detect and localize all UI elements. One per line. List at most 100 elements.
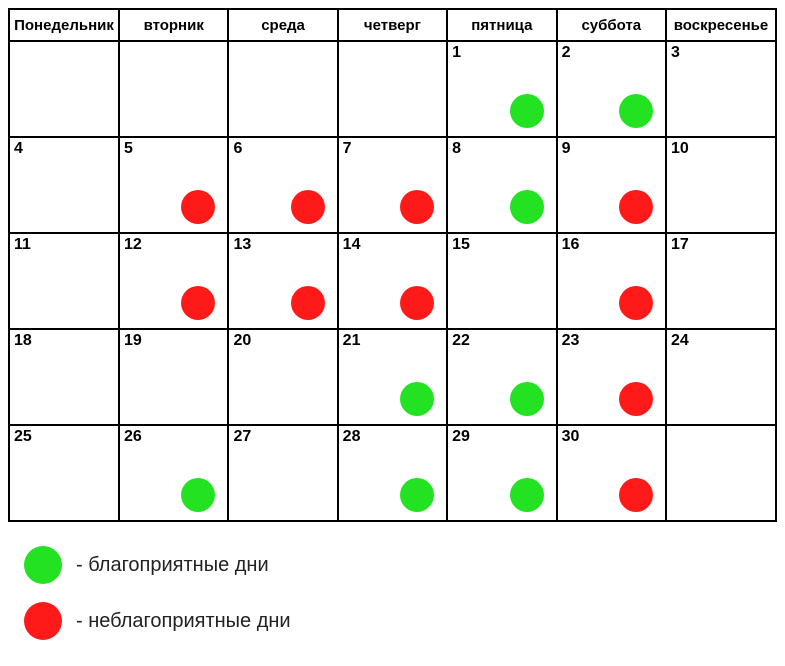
calendar-cell (338, 41, 447, 137)
calendar-cell: 14 (338, 233, 447, 329)
calendar-cell: 28 (338, 425, 447, 521)
calendar-cell: 11 (9, 233, 119, 329)
calendar-cell (666, 425, 776, 521)
weekday-header: четверг (338, 9, 447, 41)
day-number: 26 (124, 428, 142, 446)
good-day-dot (510, 94, 544, 128)
bad-day-dot (619, 286, 653, 320)
calendar-cell: 30 (557, 425, 666, 521)
calendar-table: Понедельник вторник среда четверг пятниц… (8, 8, 777, 522)
calendar-week-row: 18 19 20 21 22 23 24 (9, 329, 776, 425)
day-number: 15 (452, 236, 470, 254)
bad-day-dot (181, 286, 215, 320)
calendar-cell (119, 41, 228, 137)
day-number: 23 (562, 332, 580, 350)
calendar-body: 1234567891011121314151617181920212223242… (9, 41, 776, 521)
calendar-cell: 21 (338, 329, 447, 425)
weekday-header: Понедельник (9, 9, 119, 41)
calendar-week-row: 25 26 27 28 29 30 (9, 425, 776, 521)
calendar-header-row: Понедельник вторник среда четверг пятниц… (9, 9, 776, 41)
day-number: 16 (562, 236, 580, 254)
day-number: 3 (671, 44, 680, 62)
day-number: 30 (562, 428, 580, 446)
legend-item-good: - благоприятные дни (24, 546, 777, 584)
day-number: 22 (452, 332, 470, 350)
calendar-cell: 27 (228, 425, 337, 521)
day-number: 1 (452, 44, 461, 62)
calendar-cell: 9 (557, 137, 666, 233)
calendar-cell: 8 (447, 137, 556, 233)
calendar-cell: 26 (119, 425, 228, 521)
calendar-week-row: 4 5 6 7 8 9 10 (9, 137, 776, 233)
calendar-cell: 25 (9, 425, 119, 521)
bad-day-dot (619, 382, 653, 416)
day-number: 20 (233, 332, 251, 350)
weekday-header: пятница (447, 9, 556, 41)
day-number: 18 (14, 332, 32, 350)
calendar-cell (228, 41, 337, 137)
day-number: 12 (124, 236, 142, 254)
calendar-cell: 20 (228, 329, 337, 425)
day-number: 5 (124, 140, 133, 158)
calendar-cell: 15 (447, 233, 556, 329)
day-number: 24 (671, 332, 689, 350)
bad-day-dot (619, 478, 653, 512)
good-day-dot (510, 382, 544, 416)
calendar-cell: 16 (557, 233, 666, 329)
bad-day-dot (291, 286, 325, 320)
bad-day-dot (400, 190, 434, 224)
calendar-cell: 19 (119, 329, 228, 425)
good-day-dot (181, 478, 215, 512)
good-day-dot (400, 478, 434, 512)
good-day-dot (510, 478, 544, 512)
good-day-dot (400, 382, 434, 416)
calendar-cell: 22 (447, 329, 556, 425)
calendar-cell: 3 (666, 41, 776, 137)
day-number: 7 (343, 140, 352, 158)
calendar-week-row: 11 12 13 14 15 16 17 (9, 233, 776, 329)
day-number: 8 (452, 140, 461, 158)
calendar-cell: 18 (9, 329, 119, 425)
weekday-header: вторник (119, 9, 228, 41)
legend-dot-bad (24, 602, 62, 640)
legend-dot-good (24, 546, 62, 584)
day-number: 6 (233, 140, 242, 158)
day-number: 29 (452, 428, 470, 446)
good-day-dot (619, 94, 653, 128)
legend-label-bad: - неблагоприятные дни (76, 610, 291, 633)
bad-day-dot (619, 190, 653, 224)
day-number: 21 (343, 332, 361, 350)
calendar-cell: 29 (447, 425, 556, 521)
calendar-cell: 5 (119, 137, 228, 233)
calendar-cell: 10 (666, 137, 776, 233)
calendar-cell: 17 (666, 233, 776, 329)
calendar-cell: 6 (228, 137, 337, 233)
day-number: 14 (343, 236, 361, 254)
bad-day-dot (291, 190, 325, 224)
day-number: 10 (671, 140, 689, 158)
calendar-cell: 24 (666, 329, 776, 425)
weekday-header: суббота (557, 9, 666, 41)
day-number: 2 (562, 44, 571, 62)
legend-item-bad: - неблагоприятные дни (24, 602, 777, 640)
day-number: 25 (14, 428, 32, 446)
calendar-cell: 4 (9, 137, 119, 233)
legend-label-good: - благоприятные дни (76, 554, 269, 577)
calendar-cell: 2 (557, 41, 666, 137)
weekday-header: воскресенье (666, 9, 776, 41)
calendar-cell: 12 (119, 233, 228, 329)
good-day-dot (510, 190, 544, 224)
calendar-week-row: 1 2 3 (9, 41, 776, 137)
bad-day-dot (400, 286, 434, 320)
day-number: 11 (14, 236, 31, 254)
day-number: 13 (233, 236, 251, 254)
calendar-cell: 1 (447, 41, 556, 137)
weekday-header: среда (228, 9, 337, 41)
calendar-cell: 13 (228, 233, 337, 329)
calendar-cell: 7 (338, 137, 447, 233)
day-number: 28 (343, 428, 361, 446)
day-number: 19 (124, 332, 142, 350)
calendar-cell (9, 41, 119, 137)
calendar-cell: 23 (557, 329, 666, 425)
day-number: 4 (14, 140, 23, 158)
